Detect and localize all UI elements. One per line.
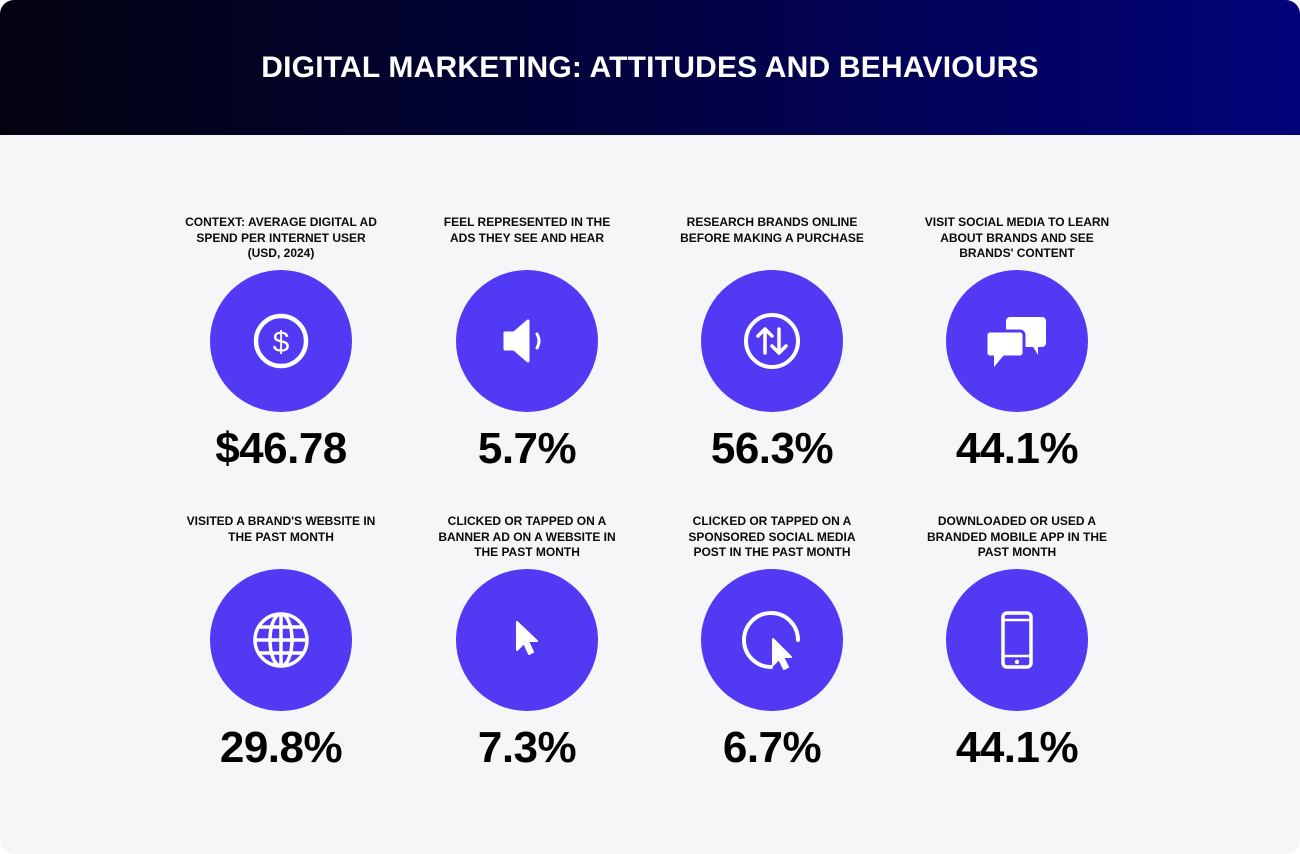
stat-label: RESEARCH BRANDS ONLINE BEFORE MAKING A P…	[680, 215, 864, 245]
stat-value: 56.3%	[710, 424, 834, 473]
svg-text:$: $	[273, 326, 290, 359]
page-title: DIGITAL MARKETING: ATTITUDES AND BEHAVIO…	[261, 50, 1039, 84]
stat-label: CONTEXT: AVERAGE DIGITAL AD SPEND PER IN…	[185, 215, 377, 260]
stat-value: 5.7%	[477, 424, 577, 473]
stat-icon-circle	[701, 569, 843, 711]
stat-value: $46.78	[215, 424, 347, 473]
stat-card-represented: FEEL REPRESENTED IN THE ADS THEY SEE AND…	[412, 215, 642, 474]
stat-icon-circle	[210, 569, 352, 711]
stat-card-research: RESEARCH BRANDS ONLINE BEFORE MAKING A P…	[657, 215, 887, 474]
stat-card-website: VISITED A BRAND'S WEBSITE IN THE PAST MO…	[166, 514, 396, 773]
stat-card-social: VISIT SOCIAL MEDIA TO LEARN ABOUT BRANDS…	[902, 215, 1132, 474]
stat-card-ad-spend: CONTEXT: AVERAGE DIGITAL AD SPEND PER IN…	[166, 215, 396, 474]
stat-card-app: DOWNLOADED OR USED A BRANDED MOBILE APP …	[902, 514, 1132, 773]
stat-label: DOWNLOADED OR USED A BRANDED MOBILE APP …	[926, 514, 1107, 559]
stat-icon-circle	[946, 569, 1088, 711]
stat-label: VISITED A BRAND'S WEBSITE IN THE PAST MO…	[186, 514, 376, 544]
cursor-click-icon	[742, 611, 800, 670]
stat-icon-circle	[456, 270, 598, 412]
stat-value: 44.1%	[955, 723, 1079, 772]
stat-label: FEEL REPRESENTED IN THE ADS THEY SEE AND…	[443, 215, 611, 245]
mobile-phone-icon	[1001, 611, 1033, 669]
stat-card-banner: CLICKED OR TAPPED ON A BANNER AD ON A WE…	[412, 514, 642, 773]
dollar-coin-icon: $	[253, 313, 309, 369]
stat-icon-circle	[456, 569, 598, 711]
speaker-icon	[503, 319, 541, 363]
stat-label: CLICKED OR TAPPED ON A SPONSORED SOCIAL …	[688, 514, 856, 559]
stat-label: VISIT SOCIAL MEDIA TO LEARN ABOUT BRANDS…	[924, 215, 1110, 260]
stat-icon-circle: $	[210, 270, 352, 412]
stat-value: 44.1%	[955, 424, 1079, 473]
stat-card-sponsored: CLICKED OR TAPPED ON A SPONSORED SOCIAL …	[657, 514, 887, 773]
cursor-icon	[516, 621, 538, 655]
header-banner: DIGITAL MARKETING: ATTITUDES AND BEHAVIO…	[0, 0, 1300, 135]
stat-value: 29.8%	[219, 723, 343, 772]
globe-icon	[253, 612, 309, 668]
stat-value: 6.7%	[722, 723, 822, 772]
stat-icon-circle	[946, 270, 1088, 412]
stat-icon-circle	[701, 270, 843, 412]
stat-label: CLICKED OR TAPPED ON A BANNER AD ON A WE…	[438, 514, 616, 559]
stat-value: 7.3%	[477, 723, 577, 772]
up-down-arrows-icon	[744, 313, 800, 369]
chat-bubbles-icon	[984, 317, 1046, 367]
